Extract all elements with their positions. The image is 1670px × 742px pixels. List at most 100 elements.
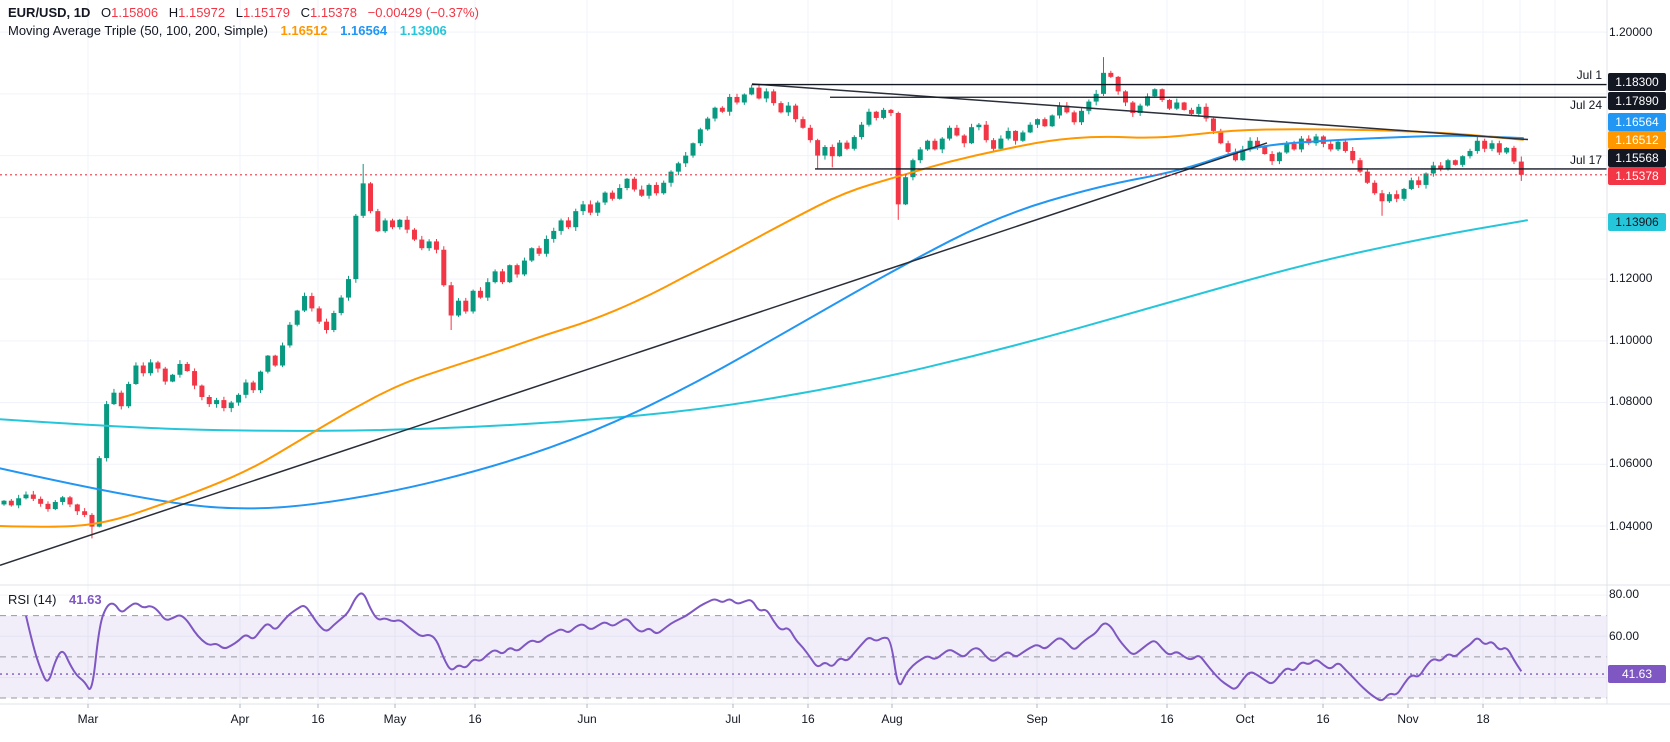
candle-body-up: [1313, 136, 1319, 144]
time-axis-label: 16: [1316, 712, 1330, 726]
candle-body-down: [441, 249, 447, 286]
candle-body-up: [881, 109, 887, 118]
descending-trendline: [751, 83, 1529, 141]
candle-body-up: [258, 371, 264, 391]
candle-body-up: [1247, 140, 1253, 150]
candle-body-down: [793, 105, 799, 120]
time-axis-label: 16: [801, 712, 815, 726]
candle-body-down: [250, 382, 256, 391]
candle-body-down: [404, 219, 410, 230]
candle-body-down: [206, 396, 212, 405]
ma50-line: [0, 128, 1524, 528]
rsi-line: [25, 592, 1523, 702]
candle-body-down: [639, 189, 645, 196]
candle-body-up: [1035, 119, 1041, 125]
candle-body-down: [844, 142, 850, 149]
candle-body-down: [1013, 130, 1019, 141]
time-axis-label: 16: [468, 712, 482, 726]
candle-body-up: [16, 498, 22, 506]
time-axis-label: Nov: [1397, 712, 1419, 726]
candle-body-up: [866, 111, 872, 125]
rsi-axis-label: 80.00: [1609, 587, 1640, 601]
candle-body-up: [287, 324, 293, 346]
time-axis-label: 18: [1476, 712, 1490, 726]
candle-body-down: [873, 111, 879, 118]
candle-body-down: [631, 178, 637, 190]
time-axis-label: 16: [1160, 712, 1174, 726]
candle-body-up: [1489, 143, 1495, 149]
candle-body-up: [485, 282, 491, 298]
symbol-title[interactable]: EUR/USD, 1D: [8, 5, 91, 20]
candle-body-up: [785, 105, 791, 113]
candle-body-up: [1174, 102, 1180, 109]
candle-body-up: [705, 118, 711, 130]
candle-body-up: [133, 365, 139, 385]
time-axis-label: Sep: [1026, 712, 1048, 726]
candle-body-up: [382, 220, 388, 232]
price-axis-label: 1.08000: [1609, 394, 1653, 408]
candle-body-up: [1020, 132, 1026, 141]
candle-body-up: [543, 238, 549, 254]
level-jul17-price: 1.15568: [1608, 148, 1666, 167]
candle-body-down: [1372, 182, 1378, 194]
candle-body-down: [565, 220, 571, 228]
candle-body-down: [82, 511, 88, 515]
candle-body-up: [851, 137, 857, 149]
candle-body-down: [756, 87, 762, 99]
rsi-value-box: 41.63: [1608, 664, 1666, 683]
candle-body-up: [1401, 188, 1407, 199]
candle-body-up: [1240, 149, 1246, 161]
candle-body-down: [888, 109, 894, 113]
candle-body-up: [397, 219, 403, 228]
candle-body-up: [741, 94, 747, 103]
candle-body-up: [917, 149, 923, 161]
indicator-title[interactable]: Moving Average Triple (50, 100, 200, Sim…: [8, 23, 268, 38]
candle-body-up: [573, 211, 579, 228]
candle-body-down: [1232, 151, 1238, 161]
candle-body-up: [903, 177, 909, 205]
candle-body-up: [1101, 72, 1106, 94]
candle-body-up: [1460, 156, 1466, 165]
candle-body-down: [1394, 194, 1400, 199]
candle-body-down: [991, 140, 997, 149]
candle-body-down: [1342, 141, 1348, 151]
candle-body-up: [1335, 141, 1341, 150]
candle-body-down: [734, 96, 740, 103]
time-axis-label: May: [383, 712, 407, 726]
rsi-title[interactable]: RSI (14): [8, 592, 57, 607]
time-axis-label: Apr: [230, 712, 250, 726]
ma50-price: 1.16512: [1608, 130, 1666, 149]
candle-body-down: [1291, 143, 1297, 150]
candle-body-up: [602, 192, 608, 203]
candle-body-down: [375, 211, 381, 232]
hline-date-label: Jul 24: [1569, 98, 1602, 112]
high-value: 1.15972: [178, 5, 226, 20]
candle-body-down: [433, 241, 439, 250]
time-axis-label: Oct: [1235, 712, 1255, 726]
candle-body-up: [939, 138, 945, 150]
candle-body-up: [470, 290, 476, 312]
candle-body-down: [1438, 165, 1444, 170]
candle-body-down: [800, 119, 806, 128]
low-value: 1.15179: [242, 5, 290, 20]
candle-body-up: [580, 204, 586, 212]
candle-body-down: [1269, 154, 1275, 162]
candle-body-down: [30, 494, 36, 499]
candle-body-down: [771, 91, 777, 104]
candle-body-up: [1445, 160, 1451, 170]
candle-body-down: [609, 192, 615, 199]
open-value: 1.15806: [111, 5, 159, 20]
candle-body-up: [558, 220, 564, 231]
candle-body-down: [89, 514, 95, 527]
candle-body-down: [1218, 130, 1224, 144]
price-axis-label: 1.10000: [1609, 333, 1653, 347]
candle-body-down: [1518, 161, 1524, 175]
candle-body-up: [1152, 89, 1158, 97]
ma100-line: [0, 134, 1524, 510]
candle-body-up: [236, 394, 242, 403]
candle-body-up: [148, 362, 154, 374]
candle-body-up: [551, 230, 557, 239]
candle-body-up: [1137, 105, 1143, 113]
candle-body-up: [111, 392, 117, 405]
